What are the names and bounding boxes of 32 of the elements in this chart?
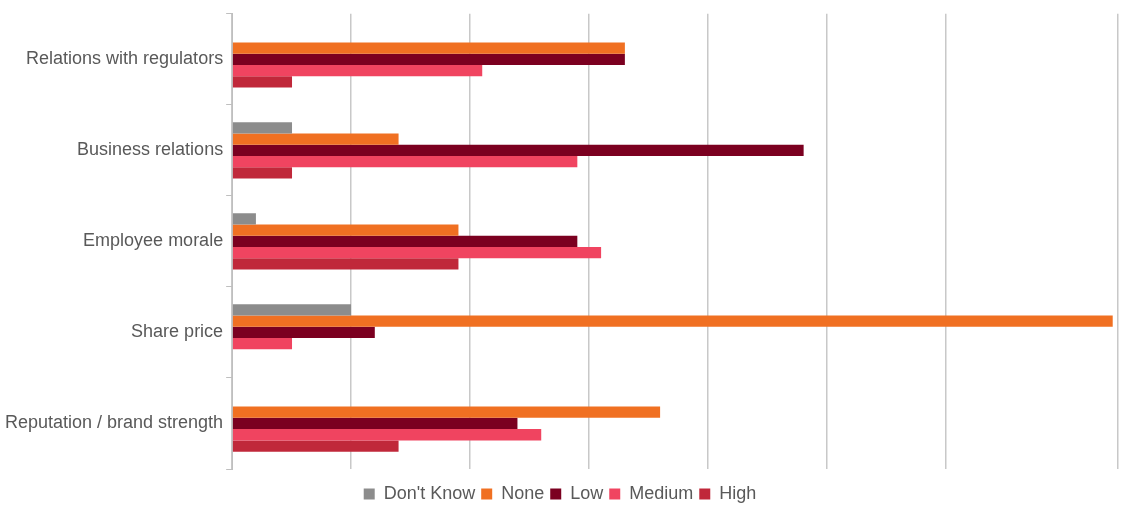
bar xyxy=(232,304,352,316)
bar xyxy=(232,440,399,452)
bar xyxy=(232,167,293,179)
bar xyxy=(232,156,578,168)
legend-label: Low xyxy=(570,482,605,503)
legend-label: High xyxy=(719,482,757,503)
legend-label: Don't Know xyxy=(383,482,477,503)
legend-label: Medium xyxy=(629,482,694,503)
y-tick-label: Employee morale xyxy=(83,230,224,251)
bar xyxy=(232,338,293,350)
bar xyxy=(232,53,625,65)
bar xyxy=(232,224,459,236)
bar xyxy=(232,122,293,134)
y-tick-label: Relations with regulators xyxy=(26,48,224,69)
y-tick-label: Share price xyxy=(131,321,224,342)
bar xyxy=(232,144,804,156)
bar xyxy=(232,258,459,270)
bar xyxy=(232,64,483,77)
bar xyxy=(232,76,293,88)
bar xyxy=(232,406,661,418)
bar xyxy=(232,315,1113,327)
bar xyxy=(232,247,602,259)
bar xyxy=(232,235,578,248)
bar xyxy=(232,42,625,54)
bar xyxy=(232,133,399,145)
y-tick-label: Business relations xyxy=(77,139,224,160)
legend-label: None xyxy=(501,482,545,503)
bar xyxy=(232,326,375,339)
bar xyxy=(232,417,518,430)
bar xyxy=(232,213,256,225)
bar xyxy=(232,429,542,441)
y-tick-label: Reputation / brand strength xyxy=(4,412,224,433)
